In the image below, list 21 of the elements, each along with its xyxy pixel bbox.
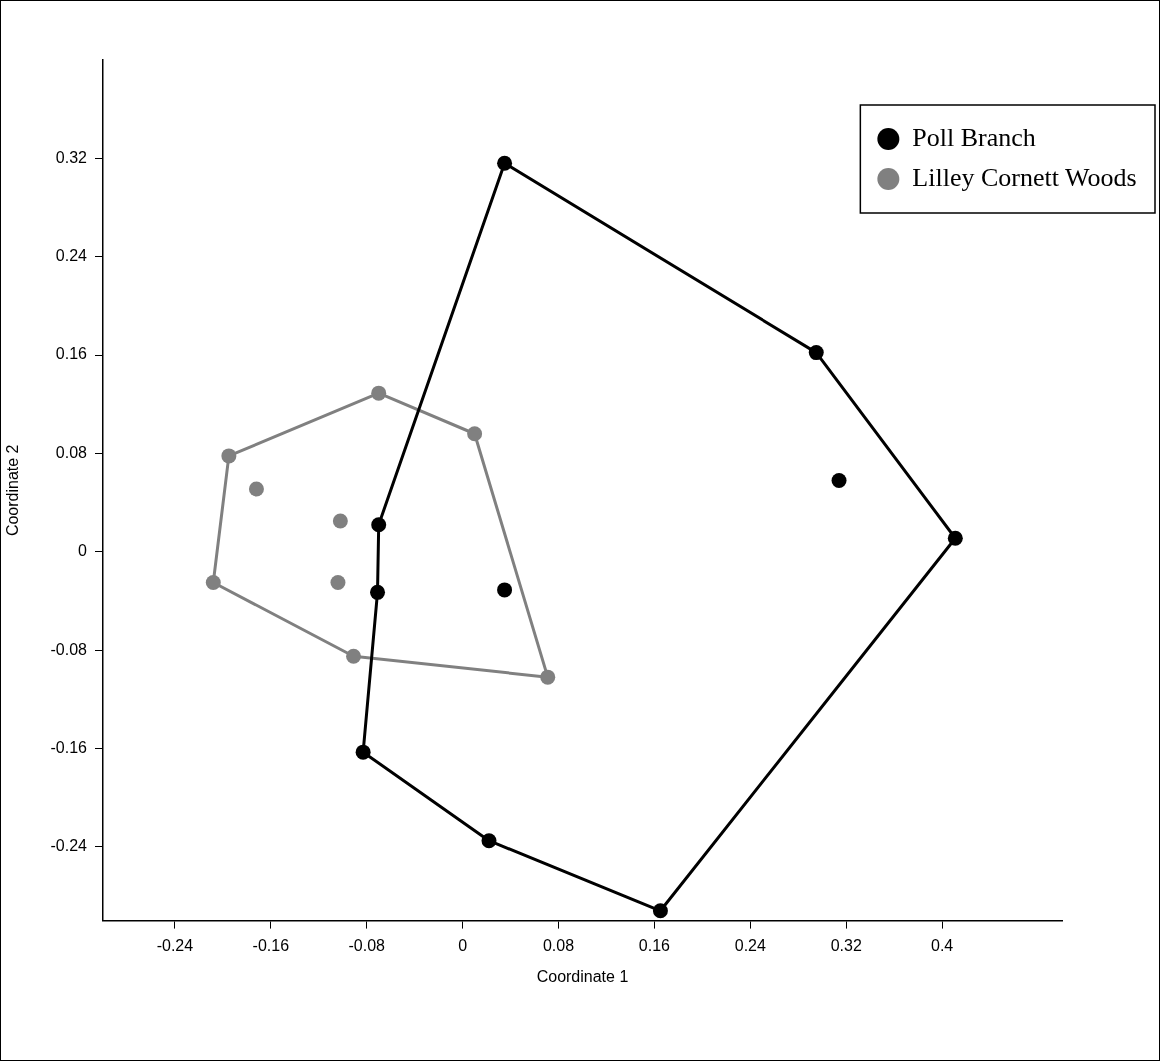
y-tick-label: 0.16 xyxy=(55,345,88,363)
y-tick-label: 0.08 xyxy=(55,443,88,461)
y-axis-title: Coordinate 2 xyxy=(4,444,22,537)
x-tick-label: 0.24 xyxy=(734,936,766,954)
x-tick-label: 0.4 xyxy=(931,936,954,954)
y-tick-label: 0 xyxy=(78,542,88,560)
x-tick-label: 0.32 xyxy=(830,936,862,954)
x-tick-label: -0.16 xyxy=(252,936,290,954)
x-tick-label: 0 xyxy=(458,936,468,954)
y-tick-label: 0.24 xyxy=(55,247,88,265)
x-tick-label: 0.16 xyxy=(638,936,671,954)
x-axis-title: Coordinate 1 xyxy=(536,967,629,985)
legend-label: Poll Branch xyxy=(912,122,1036,152)
y-tick-label: 0.32 xyxy=(55,148,88,166)
x-tick-label: 0.08 xyxy=(542,936,575,954)
x-tick-label: -0.08 xyxy=(348,936,386,954)
x-tick-label: -0.24 xyxy=(156,936,194,954)
y-tick-label: -0.08 xyxy=(50,640,88,658)
y-tick-label: -0.16 xyxy=(50,738,88,756)
y-tick-label: -0.24 xyxy=(50,837,88,855)
legend-label: Lilley Cornett Woods xyxy=(912,162,1137,192)
